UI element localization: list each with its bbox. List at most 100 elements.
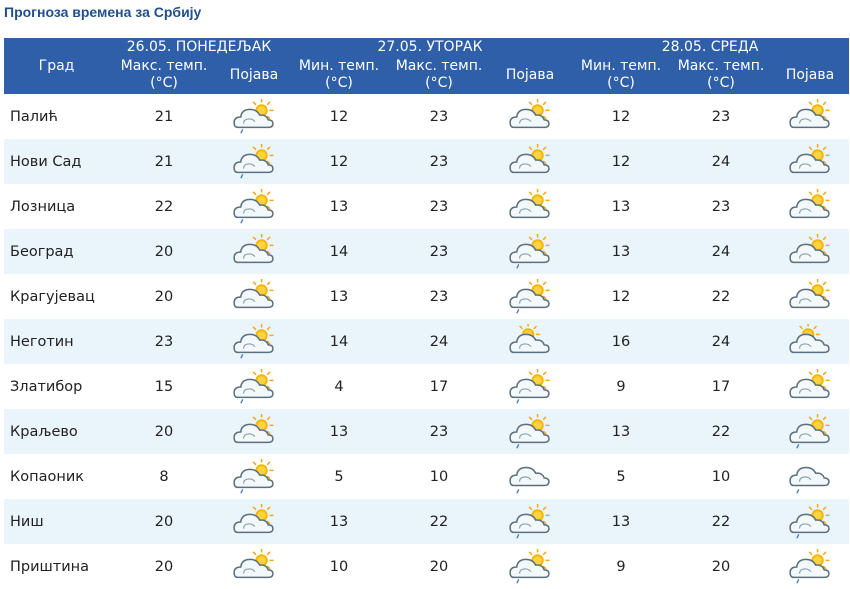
- table-row: Копаоник 8 5 10 5 10: [4, 454, 850, 499]
- min-temp: 12: [571, 94, 672, 139]
- sun-cloud-rain-icon: [232, 368, 276, 404]
- table-row: Палић 21 12 23 12 23: [4, 94, 850, 139]
- city-name: Златибор: [4, 364, 109, 409]
- weather-cell: [771, 184, 850, 229]
- col-header-min-temp: Мин. темп. (°C): [571, 56, 672, 94]
- table-row: Лозница 22 13 23 13 23: [4, 184, 850, 229]
- max-temp: 23: [671, 94, 772, 139]
- col-header-city-label: Град: [38, 57, 75, 74]
- max-temp: 22: [671, 274, 772, 319]
- weather-cell: [489, 499, 572, 544]
- min-temp: 13: [289, 409, 390, 454]
- col-header-max-label: Макс. темп.: [395, 58, 483, 74]
- sun-cloud-rain-icon: [232, 188, 276, 224]
- table-row: Крагујевац 20 13 23 12 22: [4, 274, 850, 319]
- forecast-table: Град 26.05. ПОНЕДЕЉАК 27.05. УТОРАК 28.0…: [4, 38, 850, 589]
- weather-cell: [771, 409, 850, 454]
- max-temp: 23: [671, 184, 772, 229]
- cloud-rain-icon: [788, 466, 832, 494]
- sun-cloud-rain-icon: [232, 143, 276, 179]
- min-temp: 13: [571, 184, 672, 229]
- col-header-max-label: Макс. темп.: [677, 58, 765, 74]
- city-name: Београд: [4, 229, 109, 274]
- col-header-phenomenon: Појава: [219, 56, 290, 94]
- max-temp: 22: [109, 184, 219, 229]
- day-header-2: 27.05. УТОРАК: [289, 38, 572, 56]
- max-temp: 20: [109, 544, 219, 589]
- min-temp: 5: [289, 454, 390, 499]
- max-temp: 21: [109, 139, 219, 184]
- min-temp: 9: [571, 544, 672, 589]
- city-name: Приштина: [4, 544, 109, 589]
- sun-cloud-rain-icon: [232, 458, 276, 494]
- max-temp: 10: [389, 454, 490, 499]
- min-temp: 12: [571, 274, 672, 319]
- weather-cell: [489, 229, 572, 274]
- weather-cell: [771, 319, 850, 364]
- weather-cell: [219, 544, 290, 589]
- col-header-unit: (°C): [150, 75, 178, 91]
- weather-cell: [489, 454, 572, 499]
- max-temp: 15: [109, 364, 219, 409]
- min-temp: 10: [289, 544, 390, 589]
- max-temp: 23: [389, 184, 490, 229]
- weather-cell: [219, 274, 290, 319]
- weather-cell: [771, 139, 850, 184]
- city-name: Лозница: [4, 184, 109, 229]
- max-temp: 17: [671, 364, 772, 409]
- sun-cloud-icon: [232, 548, 276, 578]
- sun-cloud-icon: [788, 368, 832, 398]
- col-header-max-label: Макс. темп.: [120, 58, 208, 74]
- weather-cell: [489, 94, 572, 139]
- col-header-phenomenon: Појава: [489, 56, 572, 94]
- min-temp: 12: [289, 94, 390, 139]
- max-temp: 10: [671, 454, 772, 499]
- sun-cloud-rain-icon: [508, 413, 552, 449]
- cloud-rain-icon: [508, 466, 552, 494]
- table-row: Златибор 15 4 17 9 17: [4, 364, 850, 409]
- sun-behind-cloud-icon: [788, 323, 832, 353]
- sun-cloud-icon: [788, 278, 832, 308]
- sun-cloud-icon: [788, 143, 832, 173]
- max-temp: 24: [671, 229, 772, 274]
- min-temp: 16: [571, 319, 672, 364]
- min-temp: 9: [571, 364, 672, 409]
- col-header-max-temp: Макс. темп. (°C): [389, 56, 490, 94]
- sun-cloud-icon: [788, 188, 832, 218]
- city-name: Крагујевац: [4, 274, 109, 319]
- max-temp: 22: [671, 499, 772, 544]
- weather-cell: [771, 544, 850, 589]
- sun-behind-cloud-icon: [508, 323, 552, 353]
- min-temp: 12: [571, 139, 672, 184]
- weather-cell: [489, 544, 572, 589]
- min-temp: 13: [571, 409, 672, 454]
- sun-cloud-icon: [508, 143, 552, 173]
- weather-cell: [489, 409, 572, 454]
- max-temp: 24: [671, 139, 772, 184]
- min-temp: 12: [289, 139, 390, 184]
- weather-cell: [219, 409, 290, 454]
- min-temp: 5: [571, 454, 672, 499]
- weather-cell: [489, 274, 572, 319]
- sun-cloud-icon: [508, 98, 552, 128]
- table-row: Приштина 20 10 20 9 20: [4, 544, 850, 589]
- max-temp: 23: [389, 409, 490, 454]
- weather-cell: [489, 139, 572, 184]
- max-temp: 21: [109, 94, 219, 139]
- weather-cell: [771, 94, 850, 139]
- max-temp: 23: [389, 139, 490, 184]
- col-header-min-label: Мин. темп.: [298, 58, 380, 74]
- page-title: Прогноза времена за Србију: [4, 4, 202, 20]
- table-row: Београд 20 14 23 13 24: [4, 229, 850, 274]
- city-name: Неготин: [4, 319, 109, 364]
- col-header-max-temp: Макс. темп. (°C): [109, 56, 219, 94]
- sun-cloud-icon: [232, 503, 276, 533]
- min-temp: 13: [289, 499, 390, 544]
- weather-cell: [219, 94, 290, 139]
- weather-cell: [489, 319, 572, 364]
- col-header-city: Град: [4, 38, 109, 94]
- city-name: Ниш: [4, 499, 109, 544]
- sun-cloud-rain-icon: [508, 368, 552, 404]
- table-row: Ниш 20 13 22 13 22: [4, 499, 850, 544]
- min-temp: 4: [289, 364, 390, 409]
